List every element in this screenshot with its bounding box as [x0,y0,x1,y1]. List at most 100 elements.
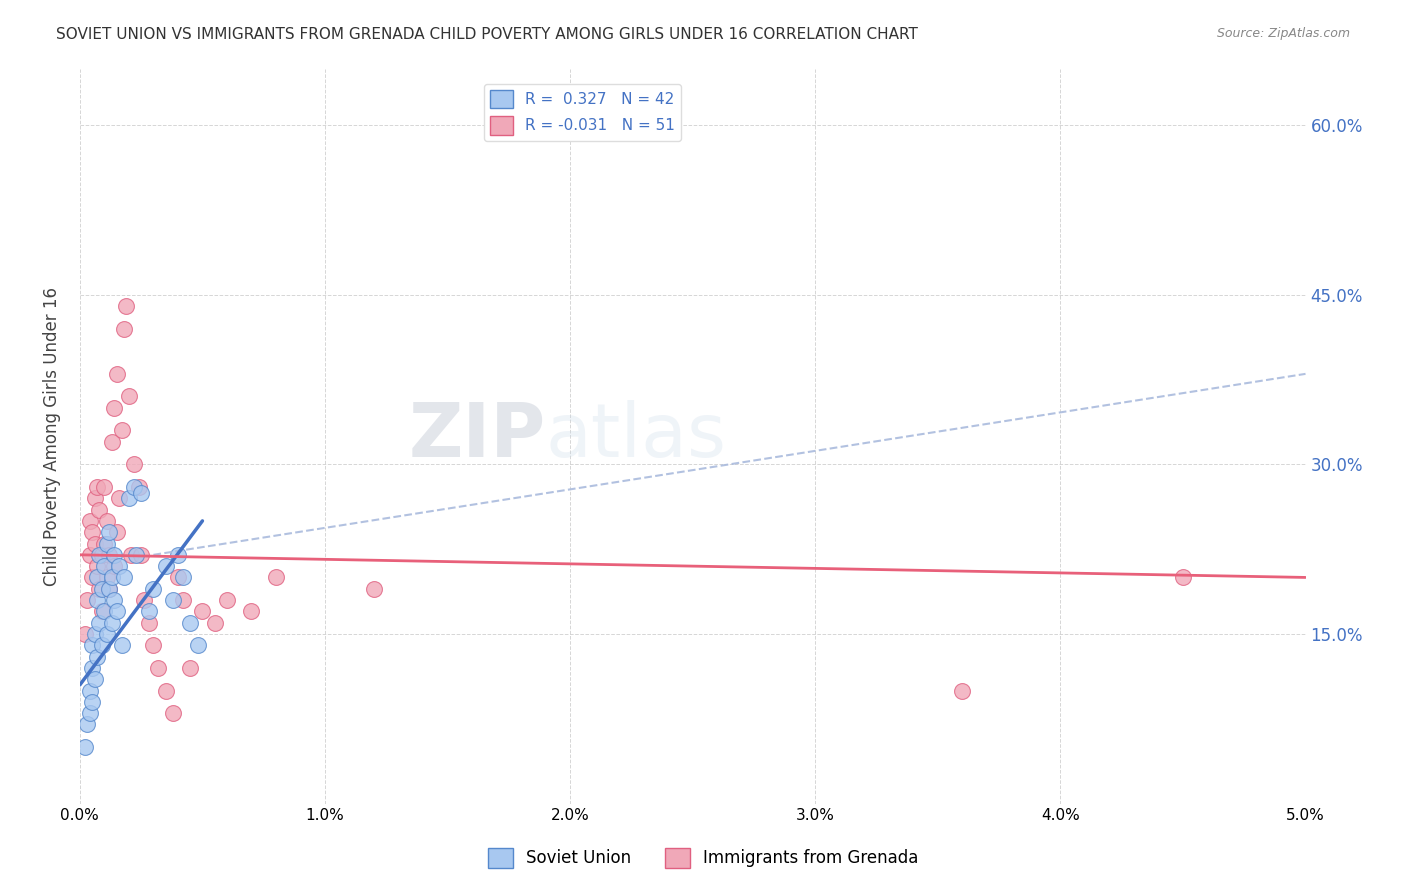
Point [179,661,201,675]
Legend: R =  0.327   N = 42, R = -0.031   N = 51: R = 0.327 N = 42, R = -0.031 N = 51 [484,84,681,141]
Point [82,525,104,540]
Point [90,548,112,562]
Point [179,615,201,630]
Point [950,683,973,698]
Point [98,525,121,540]
Point [86,593,108,607]
Point [172,593,194,607]
Point [138,615,160,630]
Point [162,706,184,720]
Point [89,582,111,596]
Point [167,548,190,562]
Point [79,548,101,562]
Point [86,649,108,664]
Point [83,491,105,506]
Point [96,514,118,528]
Point [264,570,287,584]
Point [89,615,111,630]
Point [86,570,108,584]
Text: Source: ZipAtlas.com: Source: ZipAtlas.com [1216,27,1350,40]
Point [112,321,135,335]
Point [82,570,104,584]
Point [96,627,118,641]
Point [142,638,165,652]
Point [103,593,125,607]
Point [148,661,170,675]
Point [162,593,184,607]
Point [103,559,125,574]
Point [142,582,165,596]
Point [79,683,101,698]
Point [76,717,98,731]
Point [82,661,104,675]
Point [86,559,108,574]
Point [125,548,148,562]
Point [191,604,214,618]
Point [167,570,190,584]
Point [138,604,160,618]
Point [73,627,96,641]
Point [215,593,238,607]
Point [105,367,128,381]
Point [363,582,385,596]
Point [122,480,145,494]
Point [83,627,105,641]
Point [103,548,125,562]
Point [93,604,115,618]
Point [86,480,108,494]
Point [1171,570,1194,584]
Point [100,434,122,449]
Point [89,502,111,516]
Point [82,638,104,652]
Point [82,695,104,709]
Point [89,548,111,562]
Text: SOVIET UNION VS IMMIGRANTS FROM GRENADA CHILD POVERTY AMONG GIRLS UNDER 16 CORRE: SOVIET UNION VS IMMIGRANTS FROM GRENADA … [56,27,918,42]
Point [90,582,112,596]
Point [93,480,115,494]
Point [79,706,101,720]
Point [93,559,115,574]
Point [108,491,131,506]
Point [93,536,115,550]
Point [120,548,142,562]
Point [186,638,208,652]
Point [98,548,121,562]
Point [105,604,128,618]
Point [90,604,112,618]
Point [122,458,145,472]
Text: atlas: atlas [546,400,727,473]
Point [129,548,152,562]
Point [204,615,226,630]
Point [76,593,98,607]
Point [118,491,141,506]
Point [83,536,105,550]
Point [90,638,112,652]
Point [118,389,141,403]
Point [98,582,121,596]
Point [110,638,132,652]
Point [105,525,128,540]
Point [112,570,135,584]
Text: ZIP: ZIP [408,400,546,473]
Point [128,480,150,494]
Y-axis label: Child Poverty Among Girls Under 16: Child Poverty Among Girls Under 16 [44,286,60,585]
Point [155,559,177,574]
Point [108,559,131,574]
Legend: Soviet Union, Immigrants from Grenada: Soviet Union, Immigrants from Grenada [481,841,925,875]
Point [98,582,121,596]
Point [155,683,177,698]
Point [132,593,155,607]
Point [73,740,96,755]
Point [129,485,152,500]
Point [100,615,122,630]
Point [172,570,194,584]
Point [115,299,138,313]
Point [100,570,122,584]
Point [240,604,263,618]
Point [83,672,105,686]
Point [79,514,101,528]
Point [103,401,125,415]
Point [96,536,118,550]
Point [96,570,118,584]
Point [110,424,132,438]
